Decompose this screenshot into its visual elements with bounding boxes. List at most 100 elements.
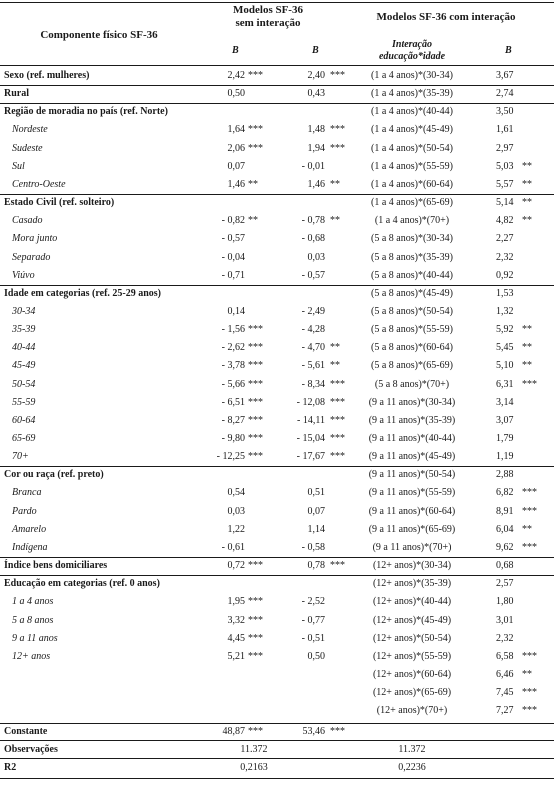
b-header-interaction: B — [505, 45, 512, 56]
model2-coef: - 15,04 — [296, 433, 325, 444]
model2-coef: 0,43 — [307, 88, 326, 99]
model1-coef: - 6,51 — [221, 397, 245, 408]
footer-top-rule — [0, 723, 554, 724]
interaction-coef: 2,32 — [496, 252, 514, 263]
model1-sig: *** — [248, 397, 263, 408]
model1-coef: - 1,56 — [221, 324, 245, 335]
section-rule — [0, 85, 554, 86]
row-label: Rural — [4, 88, 29, 99]
interaction-label-line1: Interação — [392, 39, 432, 50]
row-label: Estado Civil (ref. solteiro) — [4, 197, 115, 208]
bottom-rule — [0, 778, 554, 779]
interaction-coef: 9,62 — [496, 542, 514, 553]
model2-coef: 0,51 — [307, 487, 326, 498]
row-label: 70+ — [12, 451, 29, 462]
interaction-term: (9 a 11 anos)*(35-39) — [368, 415, 456, 426]
interaction-term: (1 a 4 anos)*(50-54) — [371, 143, 453, 154]
interaction-sig: ** — [522, 342, 532, 353]
interaction-coef: 3,50 — [496, 106, 514, 117]
row-label: Viúvo — [12, 270, 35, 281]
model2-coef: - 0,68 — [301, 233, 325, 244]
model1-sig: *** — [248, 596, 263, 607]
interaction-term: (12+ anos)*(70+) — [376, 705, 448, 716]
row-label: Região de moradia no país (ref. Norte) — [4, 106, 168, 117]
interaction-coef: 0,92 — [496, 270, 514, 281]
interaction-term: (5 a 8 anos)*(60-64) — [371, 342, 453, 353]
model1-coef: 0,14 — [227, 306, 246, 317]
row-label: Branca — [12, 487, 42, 498]
interaction-coef: 5,57 — [496, 179, 514, 190]
model1-sig: *** — [248, 124, 263, 135]
model1-coef: 4,45 — [227, 633, 246, 644]
model1-coef: - 8,27 — [221, 415, 245, 426]
component-header: Componente físico SF-36 — [40, 29, 158, 41]
interaction-coef: 6,82 — [496, 487, 514, 498]
interaction-coef: 1,61 — [496, 124, 514, 135]
model1-coef: 1,64 — [227, 124, 246, 135]
interaction-term: (5 a 8 anos)*(55-59) — [371, 324, 453, 335]
model1-sig: *** — [248, 433, 263, 444]
model2-sig: *** — [330, 143, 345, 154]
header-rule — [0, 65, 554, 66]
model2-coef: - 14,11 — [297, 415, 325, 426]
model2-sig: *** — [330, 124, 345, 135]
row-label: Sexo (ref. mulheres) — [4, 70, 90, 81]
row-label: 50-54 — [12, 379, 36, 390]
interaction-term: (12+ anos)*(60-64) — [372, 669, 452, 680]
interaction-coef: 7,45 — [496, 687, 514, 698]
interaction-term: (1 a 4 anos)*(65-69) — [371, 197, 453, 208]
interaction-sig: ** — [522, 669, 532, 680]
interaction-coef: 5,14 — [496, 197, 514, 208]
interaction-term: (5 a 8 anos)*(40-44) — [371, 270, 453, 281]
interaction-term: (12+ anos)*(50-54) — [372, 633, 452, 644]
observacoes-label: Observações — [4, 744, 58, 755]
interaction-term: (12+ anos)*(65-69) — [372, 687, 452, 698]
model2-coef: - 4,28 — [301, 324, 325, 335]
interaction-sig: ** — [522, 524, 532, 535]
interaction-coef: 2,74 — [496, 88, 514, 99]
interaction-sig: *** — [522, 542, 537, 553]
model2-coef: - 8,34 — [301, 379, 325, 390]
interaction-sig: *** — [522, 379, 537, 390]
model2-coef: - 17,67 — [296, 451, 325, 462]
model2-sig: ** — [330, 215, 340, 226]
interaction-sig: *** — [522, 687, 537, 698]
interaction-term: (5 a 8 anos)*(70+) — [374, 379, 450, 390]
model2-sig: *** — [330, 70, 345, 81]
row-label: Sudeste — [12, 143, 43, 154]
row-label: 35-39 — [12, 324, 36, 335]
model2-sig: ** — [330, 342, 340, 353]
model2-coef: 2,40 — [307, 70, 326, 81]
model1-sig: *** — [248, 342, 263, 353]
constante-s1: *** — [248, 726, 263, 737]
model2-sig: *** — [330, 379, 345, 390]
row-label: Amarelo — [12, 524, 47, 535]
interaction-term: (5 a 8 anos)*(30-34) — [371, 233, 453, 244]
b-header-model2: B — [312, 45, 319, 56]
interaction-coef: 3,01 — [496, 615, 514, 626]
row-label: Cor ou raça (ref. preto) — [4, 469, 104, 480]
interaction-sig: *** — [522, 651, 537, 662]
row-label: Sul — [12, 161, 25, 172]
section-rule — [0, 103, 554, 104]
model1-coef: 0,03 — [227, 506, 246, 517]
interaction-coef: 0,68 — [496, 560, 514, 571]
model2-coef: - 0,57 — [301, 270, 325, 281]
model1-sig: *** — [248, 324, 263, 335]
row-label: 9 a 11 anos — [12, 633, 58, 644]
interaction-sig: ** — [522, 161, 532, 172]
b-header-model1: B — [232, 45, 239, 56]
interaction-coef: 2,27 — [496, 233, 514, 244]
interaction-term: (1 a 4 anos)*(55-59) — [371, 161, 453, 172]
model1-coef: - 12,25 — [216, 451, 245, 462]
interaction-coef: 5,03 — [496, 161, 514, 172]
interaction-coef: 6,58 — [496, 651, 514, 662]
model1-sig: *** — [248, 415, 263, 426]
model2-coef: 1,48 — [307, 124, 326, 135]
model1-coef: 0,50 — [227, 88, 246, 99]
interaction-coef: 2,32 — [496, 633, 514, 644]
row-label: 40-44 — [12, 342, 36, 353]
model2-coef: - 0,01 — [301, 161, 325, 172]
interaction-coef: 4,82 — [496, 215, 514, 226]
